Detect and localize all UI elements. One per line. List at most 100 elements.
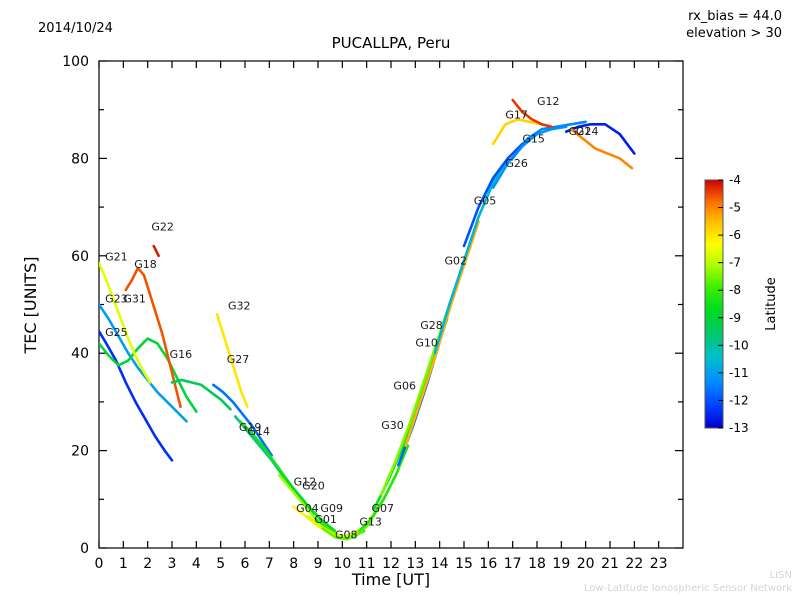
colorbar-tick-label: -10	[729, 338, 749, 352]
trace-G26	[491, 125, 568, 189]
satellite-label-G07: G07	[372, 502, 395, 515]
trace-G12b	[511, 98, 553, 129]
y-tick-label: 80	[71, 151, 89, 167]
y-tick-label: 60	[71, 249, 89, 265]
page-title: PUCALLPA, Peru	[332, 34, 451, 52]
colorbar-tick-label: -11	[729, 366, 749, 380]
trace-line	[511, 120, 587, 160]
x-tick-label: 7	[265, 556, 274, 572]
colorbar-tick-label: -12	[729, 393, 749, 407]
y-tick-label: 20	[71, 444, 89, 460]
trace-line	[433, 157, 510, 355]
trace-line	[124, 266, 182, 409]
x-tick-label: 14	[431, 556, 449, 572]
colorbar-tick-label: -6	[729, 228, 741, 242]
x-tick-label: 2	[143, 556, 152, 572]
x-tick-label: 20	[577, 556, 595, 572]
colorbar-tick-label: -8	[729, 283, 741, 297]
x-tick-label: 0	[95, 556, 104, 572]
trace-line	[152, 244, 160, 258]
x-axis-title: Time [UT]	[351, 570, 430, 589]
data-traces	[99, 98, 636, 541]
trace-G31	[99, 337, 198, 413]
trace-line	[491, 125, 568, 189]
y-tick-label: 40	[71, 346, 89, 362]
trace-G21	[99, 261, 152, 384]
satellite-label-G18: G18	[134, 258, 157, 271]
satellite-label-G25: G25	[105, 326, 128, 339]
trace-G15	[511, 120, 587, 160]
satellite-label-G20: G20	[302, 480, 325, 493]
trace-G22	[152, 244, 160, 258]
colorbar-ticks: -4 -5 -6 -7 -8 -9 -10 -11 -12 -13	[718, 173, 749, 435]
satellite-label-G28: G28	[420, 319, 443, 332]
elevation-note: elevation > 30	[686, 26, 782, 41]
satellite-label-G23: G23	[105, 293, 128, 306]
trace-line	[358, 444, 410, 533]
colorbar-tick-label: -13	[729, 421, 749, 435]
x-tick-label: 1	[119, 556, 128, 572]
x-tick-label: 11	[358, 556, 376, 572]
colorbar: -4 -5 -6 -7 -8 -9 -10 -11 -12 -13 Latitude	[704, 173, 779, 435]
x-tick-label: 18	[528, 556, 546, 572]
satellite-label-G16: G16	[170, 348, 193, 361]
trace-G23	[99, 303, 188, 423]
trace-line	[321, 519, 373, 541]
satellite-label-G14: G14	[247, 425, 270, 438]
x-tick-label: 3	[168, 556, 177, 572]
watermark-line-1: LISN	[770, 570, 792, 581]
trace-line	[99, 329, 174, 462]
x-tick-label: 13	[406, 556, 424, 572]
x-tick-label: 4	[192, 556, 201, 572]
x-tick-label: 6	[241, 556, 250, 572]
satellite-label-G19: G19	[239, 421, 262, 434]
trace-line	[99, 303, 188, 423]
x-tick-label: 22	[625, 556, 643, 572]
satellite-label-G12: G12	[294, 476, 317, 489]
y-tick-label: 0	[80, 541, 89, 557]
rx-bias-note: rx_bias = 44.0	[688, 9, 782, 24]
trace-G32	[215, 312, 249, 409]
trace-line	[170, 378, 232, 411]
trace-line	[215, 312, 249, 409]
date-label: 2014/10/24	[38, 21, 113, 36]
watermark-line-2: Low-Latitude Ionospheric Sensor Network	[584, 583, 792, 594]
x-tick-label: 9	[314, 556, 323, 572]
trace-G25	[99, 329, 174, 462]
satellite-label-G08: G08	[335, 528, 358, 541]
x-tick-label: 10	[333, 556, 351, 572]
satellite-label-G22: G22	[151, 220, 174, 233]
satellite-label-G06: G06	[393, 380, 416, 393]
satellite-label-G04: G04	[296, 502, 319, 515]
trace-line	[491, 118, 544, 146]
y-axis-title: TEC [UNITS]	[21, 257, 40, 355]
satellite-label-G31: G31	[123, 293, 146, 306]
satellite-label-G30: G30	[381, 419, 404, 432]
satellite-label-G13: G13	[359, 516, 382, 529]
satellite-label-G15: G15	[522, 132, 545, 145]
trace-line	[99, 337, 198, 413]
trace-G16	[170, 378, 232, 411]
satellite-label-G10: G10	[415, 336, 438, 349]
satellite-label-G24: G24	[576, 125, 599, 138]
trace-G17	[491, 118, 544, 146]
satellite-label-G01: G01	[314, 513, 337, 526]
x-tick-label: 23	[650, 556, 668, 572]
satellite-label-G32: G32	[228, 299, 251, 312]
trace-G07	[358, 444, 410, 533]
x-tick-label: 17	[504, 556, 522, 572]
satellite-label-G12: G12	[537, 95, 560, 108]
satellite-label-G05: G05	[474, 195, 497, 208]
trace-line	[212, 383, 274, 457]
trace-line	[285, 478, 337, 533]
colorbar-title: Latitude	[764, 277, 779, 331]
y-axis-ticks: 0 20 40 60 80 100	[62, 54, 683, 557]
satellite-label-G26: G26	[505, 157, 528, 170]
x-tick-label: 21	[601, 556, 619, 572]
satellite-labels: G25G23G31G21G18G22G16G32G27G19G14G12G20G…	[105, 95, 598, 541]
colorbar-tick-label: -7	[729, 256, 741, 270]
x-tick-label: 8	[289, 556, 298, 572]
trace-line	[99, 261, 152, 384]
